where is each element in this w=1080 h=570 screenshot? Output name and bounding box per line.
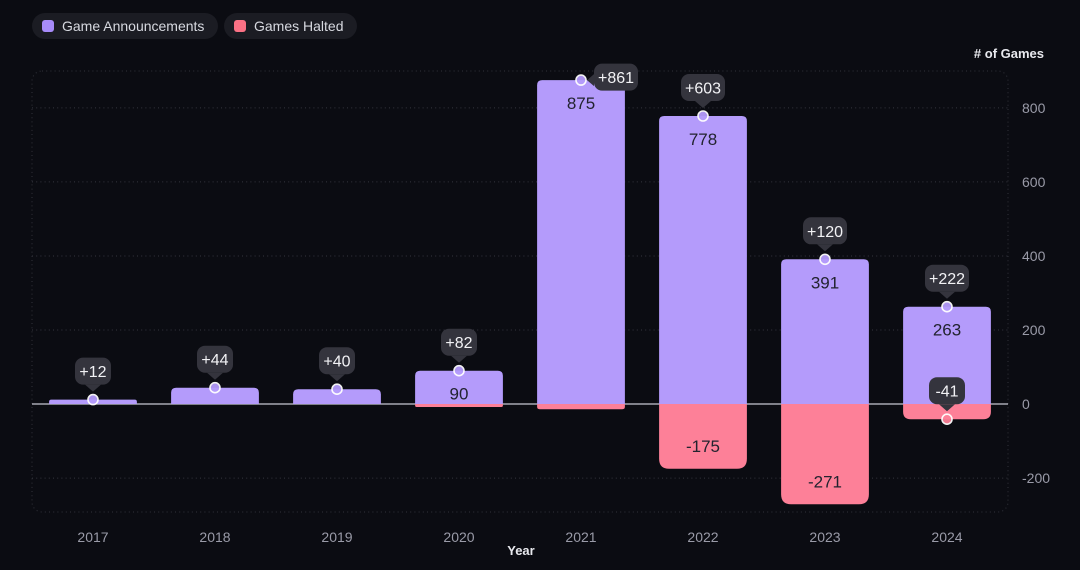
svg-text:-41: -41 <box>935 384 958 401</box>
svg-text:90: 90 <box>450 385 469 404</box>
svg-text:600: 600 <box>1022 174 1046 190</box>
svg-text:2017: 2017 <box>77 529 108 545</box>
svg-text:+82: +82 <box>445 335 472 352</box>
svg-text:2021: 2021 <box>565 529 596 545</box>
svg-text:875: 875 <box>567 94 595 113</box>
svg-text:-200: -200 <box>1022 470 1050 486</box>
svg-text:200: 200 <box>1022 322 1046 338</box>
svg-text:-175: -175 <box>686 437 720 456</box>
svg-text:+222: +222 <box>929 271 965 288</box>
svg-text:391: 391 <box>811 273 839 292</box>
svg-text:400: 400 <box>1022 248 1046 264</box>
svg-text:800: 800 <box>1022 100 1046 116</box>
svg-text:Year: Year <box>507 543 534 558</box>
svg-text:+120: +120 <box>807 224 843 241</box>
svg-text:0: 0 <box>1022 396 1030 412</box>
svg-text:+603: +603 <box>685 81 721 98</box>
svg-text:2023: 2023 <box>809 529 840 545</box>
svg-text:# of Games: # of Games <box>974 46 1044 61</box>
svg-text:2024: 2024 <box>931 529 962 545</box>
svg-text:2018: 2018 <box>199 529 230 545</box>
svg-text:2019: 2019 <box>321 529 352 545</box>
svg-text:+44: +44 <box>201 352 228 369</box>
svg-text:778: 778 <box>689 130 717 149</box>
svg-text:263: 263 <box>933 321 961 340</box>
svg-text:+40: +40 <box>323 354 350 371</box>
svg-text:+861: +861 <box>598 70 634 87</box>
svg-text:-271: -271 <box>808 472 842 491</box>
svg-text:2020: 2020 <box>443 529 474 545</box>
svg-text:2022: 2022 <box>687 529 718 545</box>
svg-text:+12: +12 <box>79 364 106 381</box>
